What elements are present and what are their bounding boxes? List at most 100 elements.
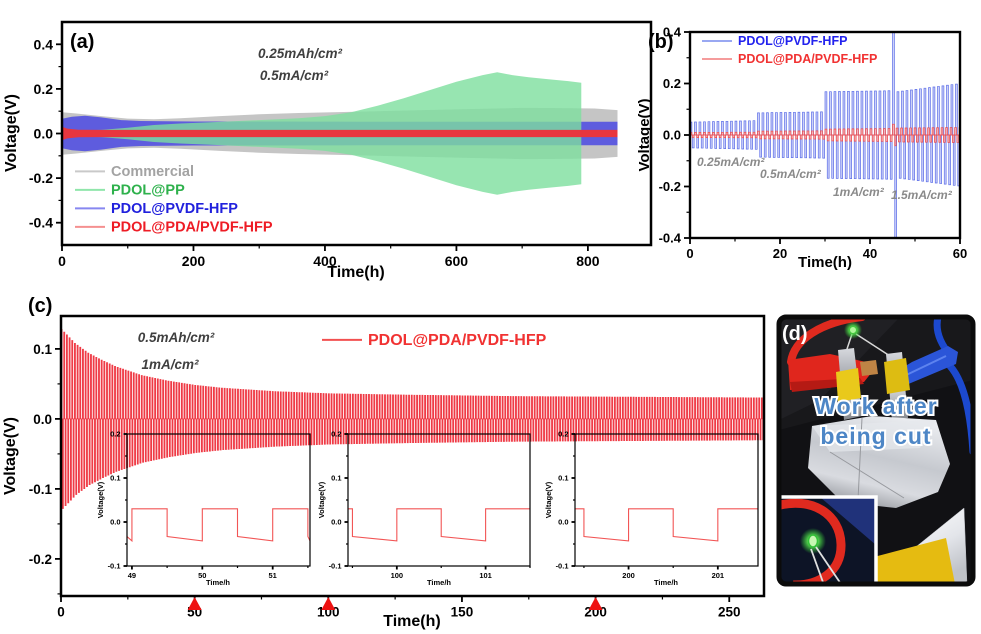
x-axis-label: Time/h (427, 578, 451, 587)
legend-label: PDOL@PP (111, 183, 185, 199)
y-tick-label: 0.2 (331, 430, 341, 439)
x-tick-label: 60 (953, 246, 967, 261)
annotation: 0.25mAh/cm² (258, 46, 343, 61)
x-axis-label: Time(h) (327, 264, 384, 281)
panel-c3-chart: 200 201 0.2 0.1 0.0 -0.1 Time/h Voltage(V) (544, 430, 759, 587)
inset-red-wire-loop (779, 498, 846, 584)
x-tick-label: 150 (451, 605, 474, 620)
panel-label: (a) (70, 31, 94, 53)
x-tick-label: 600 (445, 253, 469, 269)
x-tick-label: 49 (128, 571, 136, 580)
y-tick-label: 0.0 (663, 128, 681, 143)
annotation: 0.5mA/cm² (260, 68, 329, 83)
inset-led-leg (810, 548, 825, 584)
y-tick-label: -0.2 (29, 552, 52, 567)
legend-label: PDOL@PVDF-HFP (111, 201, 238, 217)
y-tick-label: -0.1 (556, 562, 569, 571)
y-tick-label: 0.1 (33, 342, 52, 357)
led-leg (855, 333, 891, 357)
y-tick-label: 0.4 (34, 36, 54, 52)
legend-label: PDOL@PDA/PVDF-HFP (111, 220, 273, 236)
overlay-caption: being cut (820, 423, 931, 449)
series-square-wave (575, 508, 758, 542)
y-axis-label: Voltage(V) (2, 417, 19, 495)
legend-label: PDOL@PDA/PVDF-HFP (738, 52, 877, 66)
x-tick-label: 0 (57, 605, 65, 620)
x-tick-label: 101 (479, 571, 492, 580)
legend-label: PDOL@PDA/PVDF-HFP (368, 332, 547, 349)
panel-label: (c) (28, 295, 52, 317)
annotation: 1mA/cm² (141, 357, 199, 372)
cycle-marker-triangle (321, 597, 336, 610)
y-tick-label: 0.1 (558, 474, 568, 483)
series-layer (690, 32, 960, 238)
x-tick-label: 200 (182, 253, 206, 269)
plot-frame (59, 314, 766, 598)
y-tick-label: -0.4 (29, 215, 53, 231)
y-axis-label: Voltage(V) (3, 94, 20, 172)
series-layer (575, 508, 758, 542)
x-tick-label: 0 (686, 246, 693, 261)
y-tick-label: 0.0 (331, 518, 341, 527)
y-tick-label: -0.4 (659, 231, 682, 246)
y-tick-label: 0.1 (110, 474, 120, 483)
panel-label: (b) (648, 31, 674, 53)
panel-b-chart: 0 20 40 60 0.4 0.2 0.0 -0.2 -0.4 Time(h) Voltage(V… (636, 25, 967, 271)
photo-border (776, 314, 976, 587)
y-tick-label: -0.1 (329, 562, 342, 571)
y-tick-label: 0.2 (110, 430, 120, 439)
series-pdol-pvdf-hfp (690, 32, 960, 238)
y-axis-label: Voltage(V) (544, 481, 553, 518)
x-tick-label: 40 (863, 246, 877, 261)
x-tick-label: 51 (269, 571, 277, 580)
y-tick-label: 0.2 (34, 81, 54, 97)
annotation: 1.5mA/cm² (891, 188, 953, 202)
series-pdol-pda-pvdf-hfp (690, 123, 960, 147)
x-tick-label: 0 (58, 253, 66, 269)
legend-label: Commercial (111, 164, 194, 180)
photo-content: Work after being cut (d) (779, 317, 973, 584)
y-tick-label: -0.2 (29, 170, 53, 186)
annotation: 0.5mAh/cm² (138, 330, 215, 345)
panel-d-photo: Work after being cut (d) (768, 314, 976, 587)
series-square-wave (348, 508, 530, 542)
y-tick-label: -0.1 (108, 562, 121, 571)
series-layer (127, 508, 310, 543)
x-axis-label: Time(h) (798, 254, 852, 271)
legend-label: PDOL@PVDF-HFP (738, 34, 847, 48)
x-tick-label: 800 (576, 253, 600, 269)
inset-blue-background (820, 497, 876, 545)
panel-label: (d) (782, 323, 808, 345)
y-tick-label: 0.2 (663, 76, 681, 91)
x-tick-label: 20 (773, 246, 787, 261)
y-tick-label: 0.2 (558, 430, 568, 439)
y-tick-label: -0.1 (29, 482, 53, 497)
x-tick-label: 100 (391, 571, 404, 580)
y-axis-label: Voltage(V) (317, 481, 326, 518)
pouch-facet (812, 420, 936, 452)
panel-c-chart: 0 50 100 150 200 250 0.1 0.0 -0.1 -0.2 Time(h) Volt… (2, 295, 766, 630)
y-tick-label: 0.0 (33, 412, 52, 427)
inset-led-leg (815, 546, 842, 584)
copper-tab-grip (860, 360, 878, 376)
x-tick-label: 50 (198, 571, 206, 580)
yellow-tape-left (836, 368, 861, 402)
y-axis-label: Voltage(V) (636, 98, 653, 171)
panel-a-chart: 0 200 400 600 800 0.4 0.2 0.0 -0.2 -0.4 Time(h) Vol… (3, 20, 653, 281)
series-square-wave (127, 508, 310, 543)
series-pdol-pda-pvdf-hfp (62, 126, 618, 141)
y-tick-label: 0.1 (331, 474, 341, 483)
panel-c1-chart: 49 50 51 0.2 0.1 0.0 -0.1 Time/h Voltage(V) (96, 430, 311, 587)
x-tick-label: 201 (712, 571, 725, 580)
y-tick-label: 0.0 (34, 126, 54, 142)
overlay-caption: Work after (814, 393, 937, 419)
inset-green-led (807, 534, 819, 548)
cycle-marker-triangle (187, 597, 202, 610)
cycle-marker-triangle (588, 597, 603, 610)
green-led (849, 326, 857, 334)
x-tick-label: 200 (622, 571, 635, 580)
y-axis-label: Voltage(V) (96, 481, 105, 518)
plot-frame (347, 433, 531, 567)
